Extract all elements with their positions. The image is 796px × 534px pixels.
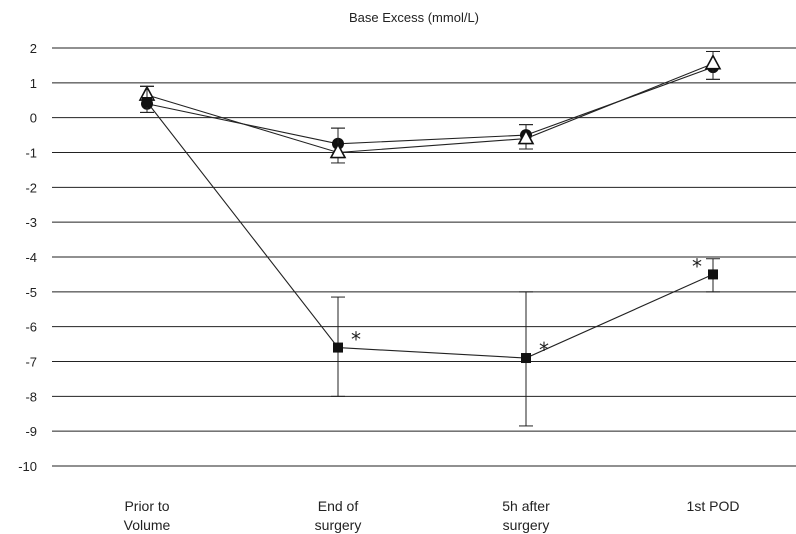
significance-star: * <box>692 254 702 278</box>
x-category-label: surgery <box>315 517 362 533</box>
x-category-label: surgery <box>503 517 550 533</box>
y-axis-ticks: 2 1 0 -1 -2 -3 -4 -5 -6 -7 -8 -9 -10 <box>18 41 37 474</box>
square-marker <box>521 353 531 364</box>
y-tick-label: -1 <box>25 146 37 161</box>
significance-star: * <box>351 328 361 352</box>
y-tick-label: -6 <box>25 320 37 335</box>
y-tick-label: -2 <box>25 180 37 195</box>
triangle-marker <box>704 53 722 70</box>
y-tick-label: -10 <box>18 459 37 474</box>
triangle-marker <box>329 142 347 159</box>
y-tick-label: -8 <box>25 389 37 404</box>
y-tick-label: 2 <box>30 41 37 56</box>
x-axis-categories: Prior to Volume End of surgery 5h after surge… <box>124 498 740 533</box>
x-category-label: 1st POD <box>687 498 740 514</box>
x-category-label: Volume <box>124 517 171 533</box>
series-triangle <box>138 50 722 164</box>
y-tick-label: 0 <box>30 111 37 126</box>
series-square: * * * <box>140 85 720 427</box>
series-circle <box>140 50 720 159</box>
square-marker <box>142 96 152 107</box>
y-tick-label: 1 <box>30 76 37 91</box>
x-category-label: End of <box>318 498 359 514</box>
y-tick-label: -5 <box>25 285 37 300</box>
series-line <box>146 63 714 154</box>
series-line <box>146 66 714 145</box>
square-marker <box>708 269 718 280</box>
x-category-label: Prior to <box>124 498 169 514</box>
square-marker <box>333 342 343 353</box>
significance-star: * <box>539 338 549 362</box>
chart-title: Base Excess (mmol/L) <box>349 10 479 25</box>
data-series: * * * <box>138 50 722 427</box>
triangle-marker <box>517 128 535 145</box>
y-tick-label: -7 <box>25 355 37 370</box>
y-tick-label: -4 <box>25 250 37 265</box>
series-line <box>146 101 714 359</box>
y-tick-label: -9 <box>25 424 37 439</box>
y-tick-label: -3 <box>25 215 37 230</box>
gridlines <box>52 47 796 467</box>
x-category-label: 5h after <box>502 498 550 514</box>
